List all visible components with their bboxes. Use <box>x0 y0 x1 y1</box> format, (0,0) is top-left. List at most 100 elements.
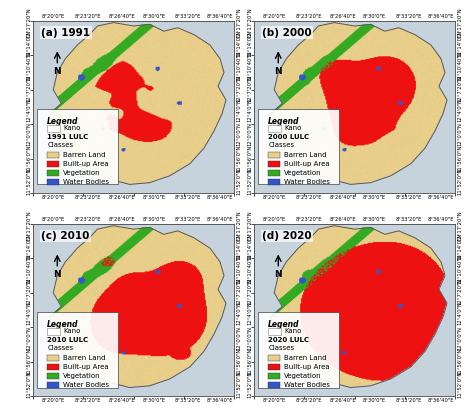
Text: 11°56'0"N: 11°56'0"N <box>236 145 241 172</box>
Text: 12°10'40"N: 12°10'40"N <box>26 50 31 81</box>
Text: 8°26'40"E: 8°26'40"E <box>108 398 135 403</box>
Text: 12°10'40"N: 12°10'40"N <box>457 254 462 284</box>
Bar <box>47 170 59 176</box>
Text: 8°30'0"E: 8°30'0"E <box>142 195 165 200</box>
Text: 8°20'0"E: 8°20'0"E <box>42 398 65 403</box>
Text: 8°23'20"E: 8°23'20"E <box>74 398 100 403</box>
Text: 12°14'0"N: 12°14'0"N <box>26 233 31 260</box>
Text: 8°23'20"E: 8°23'20"E <box>295 398 322 403</box>
Text: 8°23'20"E: 8°23'20"E <box>74 195 100 200</box>
Text: 8°30'0"E: 8°30'0"E <box>363 217 386 222</box>
Text: 12°17'20"N: 12°17'20"N <box>236 211 241 241</box>
Text: 8°23'20"E: 8°23'20"E <box>295 14 322 19</box>
Bar <box>268 152 280 158</box>
Text: 8°26'40"E: 8°26'40"E <box>329 195 356 200</box>
Text: Built-up Area: Built-up Area <box>64 364 109 370</box>
Bar <box>47 161 59 167</box>
Text: 12°14'0"N: 12°14'0"N <box>457 233 462 260</box>
Text: 11°52'0"N: 11°52'0"N <box>236 167 241 195</box>
Text: 12°10'40"N: 12°10'40"N <box>236 254 241 284</box>
Text: N: N <box>54 271 61 279</box>
Text: 12°17'20"N: 12°17'20"N <box>247 211 252 241</box>
Text: 12°14'0"N: 12°14'0"N <box>236 30 241 57</box>
Bar <box>47 125 60 132</box>
Text: 8°23'20"E: 8°23'20"E <box>295 195 322 200</box>
Text: 12°14'0"N: 12°14'0"N <box>457 30 462 57</box>
Text: 12°17'20"N: 12°17'20"N <box>236 7 241 38</box>
Bar <box>268 355 280 362</box>
Text: 12°4'0"N: 12°4'0"N <box>26 301 31 325</box>
Text: 8°36'40"E: 8°36'40"E <box>207 398 233 403</box>
Text: Water Bodies: Water Bodies <box>284 178 330 185</box>
Text: Built-up Area: Built-up Area <box>284 161 330 167</box>
Bar <box>268 170 280 176</box>
Text: 11°52'0"N: 11°52'0"N <box>247 167 252 195</box>
Text: 11°52'0"N: 11°52'0"N <box>236 370 241 398</box>
Text: 12°4'0"N: 12°4'0"N <box>236 98 241 122</box>
Text: Vegetation: Vegetation <box>284 373 322 379</box>
Text: 12°0'0"N: 12°0'0"N <box>247 326 252 349</box>
Bar <box>268 364 280 370</box>
Text: Water Bodies: Water Bodies <box>64 178 109 185</box>
Text: 12°10'40"N: 12°10'40"N <box>247 254 252 284</box>
Text: Vegetation: Vegetation <box>284 170 322 176</box>
Text: 8°30'0"E: 8°30'0"E <box>363 398 386 403</box>
Text: 8°33'20"E: 8°33'20"E <box>396 398 422 403</box>
Text: 8°33'20"E: 8°33'20"E <box>396 195 422 200</box>
Text: 11°56'0"N: 11°56'0"N <box>247 348 252 375</box>
FancyBboxPatch shape <box>258 109 338 184</box>
Text: 8°26'40"E: 8°26'40"E <box>329 217 356 222</box>
Text: 8°20'0"E: 8°20'0"E <box>263 217 286 222</box>
Bar <box>47 355 59 362</box>
Text: 12°4'0"N: 12°4'0"N <box>26 98 31 122</box>
Text: 8°23'20"E: 8°23'20"E <box>74 14 100 19</box>
Bar <box>47 382 59 388</box>
Text: N: N <box>54 67 61 76</box>
Text: 8°36'40"E: 8°36'40"E <box>428 14 454 19</box>
Text: 11°52'0"N: 11°52'0"N <box>457 370 462 398</box>
Text: 1991 LULC: 1991 LULC <box>47 134 89 140</box>
Text: 12°17'20"N: 12°17'20"N <box>26 211 31 241</box>
Text: Kano: Kano <box>284 125 301 131</box>
Text: (a) 1991: (a) 1991 <box>41 28 90 38</box>
Text: Classes: Classes <box>47 345 73 352</box>
Text: 12°17'20"N: 12°17'20"N <box>247 7 252 38</box>
Text: 8°33'20"E: 8°33'20"E <box>175 195 201 200</box>
Text: 12°10'40"N: 12°10'40"N <box>236 50 241 81</box>
Text: Kano: Kano <box>64 125 81 131</box>
Text: Barren Land: Barren Land <box>284 355 327 361</box>
Text: Water Bodies: Water Bodies <box>64 382 109 388</box>
Text: 12°10'40"N: 12°10'40"N <box>26 254 31 284</box>
Text: 12°7'20"N: 12°7'20"N <box>26 74 31 102</box>
Text: 12°7'20"N: 12°7'20"N <box>457 277 462 305</box>
Text: Legend: Legend <box>268 320 300 329</box>
Text: 8°33'20"E: 8°33'20"E <box>396 217 422 222</box>
Text: Water Bodies: Water Bodies <box>284 382 330 388</box>
Bar <box>47 328 60 335</box>
Text: 12°7'20"N: 12°7'20"N <box>457 74 462 102</box>
Text: 8°20'0"E: 8°20'0"E <box>42 217 65 222</box>
Bar <box>268 161 280 167</box>
Text: 8°26'40"E: 8°26'40"E <box>108 217 135 222</box>
Text: Classes: Classes <box>268 142 294 148</box>
Text: (b) 2000: (b) 2000 <box>262 28 312 38</box>
Text: (d) 2020: (d) 2020 <box>262 231 312 241</box>
Text: 12°17'20"N: 12°17'20"N <box>457 211 462 241</box>
Text: Vegetation: Vegetation <box>64 170 101 176</box>
Text: 2000 LULC: 2000 LULC <box>268 134 310 140</box>
Bar <box>47 364 59 370</box>
Text: 12°0'0"N: 12°0'0"N <box>457 326 462 349</box>
Text: Vegetation: Vegetation <box>64 373 101 379</box>
Text: 8°26'40"E: 8°26'40"E <box>108 14 135 19</box>
Text: 12°0'0"N: 12°0'0"N <box>247 123 252 146</box>
Bar <box>268 178 280 185</box>
Text: N: N <box>274 271 282 279</box>
Text: (c) 2010: (c) 2010 <box>41 231 90 241</box>
Text: 12°0'0"N: 12°0'0"N <box>236 123 241 146</box>
Text: 11°56'0"N: 11°56'0"N <box>26 348 31 375</box>
FancyBboxPatch shape <box>258 312 338 387</box>
FancyBboxPatch shape <box>37 109 118 184</box>
Text: 8°30'0"E: 8°30'0"E <box>363 195 386 200</box>
Text: 12°10'40"N: 12°10'40"N <box>247 50 252 81</box>
Text: 12°4'0"N: 12°4'0"N <box>247 98 252 122</box>
